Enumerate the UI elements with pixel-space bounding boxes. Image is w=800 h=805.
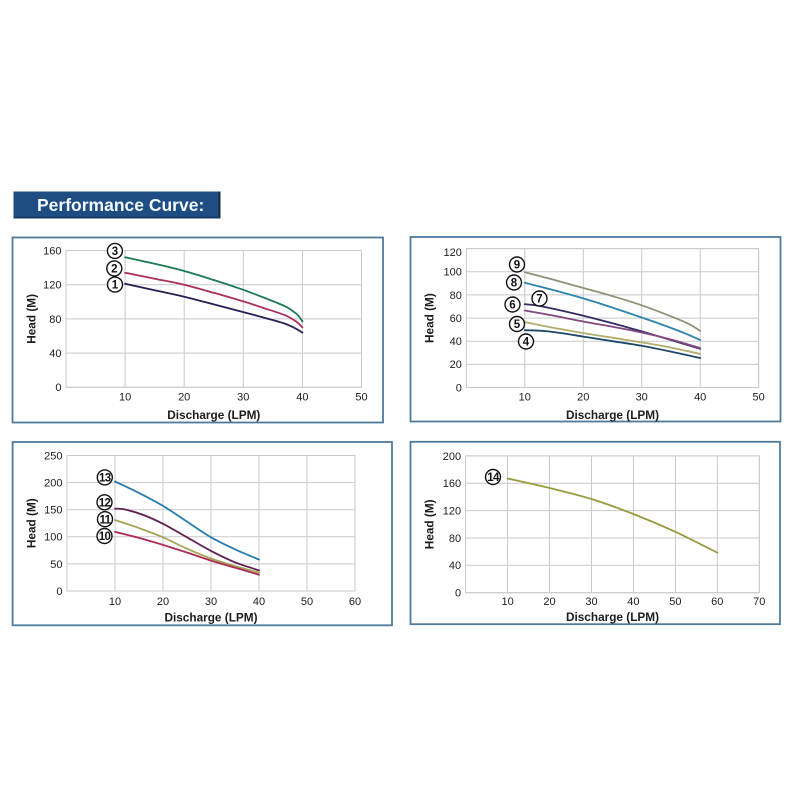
svg-text:80: 80	[49, 314, 61, 326]
svg-text:4: 4	[523, 337, 530, 349]
svg-text:100: 100	[444, 267, 462, 279]
svg-text:20: 20	[157, 596, 169, 608]
svg-text:Discharge (LPM): Discharge (LPM)	[566, 408, 659, 422]
svg-text:200: 200	[443, 451, 461, 463]
svg-text:40: 40	[296, 392, 308, 404]
svg-text:10: 10	[501, 596, 513, 608]
svg-text:30: 30	[205, 596, 217, 608]
svg-text:0: 0	[455, 588, 461, 600]
svg-text:20: 20	[577, 392, 589, 404]
svg-text:50: 50	[752, 392, 764, 404]
svg-text:70: 70	[753, 596, 765, 608]
svg-text:Discharge (LPM): Discharge (LPM)	[167, 408, 260, 422]
svg-text:Head (M): Head (M)	[25, 498, 39, 548]
svg-text:14: 14	[487, 472, 500, 484]
svg-text:250: 250	[44, 450, 62, 462]
svg-text:0: 0	[55, 382, 61, 394]
svg-text:50: 50	[50, 559, 62, 571]
svg-text:50: 50	[355, 392, 367, 404]
svg-text:80: 80	[450, 290, 462, 302]
svg-text:30: 30	[585, 596, 597, 608]
svg-text:200: 200	[44, 478, 62, 490]
svg-text:2: 2	[111, 264, 117, 276]
svg-text:Head (M): Head (M)	[423, 293, 437, 343]
svg-text:30: 30	[237, 392, 249, 404]
svg-text:0: 0	[56, 586, 62, 598]
svg-text:1: 1	[112, 280, 119, 292]
svg-text:40: 40	[253, 596, 265, 608]
svg-text:0: 0	[456, 382, 462, 394]
svg-text:Discharge (LPM): Discharge (LPM)	[566, 610, 659, 624]
svg-text:10: 10	[109, 596, 121, 608]
svg-text:60: 60	[711, 596, 723, 608]
svg-text:40: 40	[627, 596, 639, 608]
svg-text:8: 8	[511, 278, 518, 290]
svg-text:80: 80	[449, 533, 461, 545]
svg-text:Performance Curve:: Performance Curve:	[37, 195, 204, 215]
svg-text:40: 40	[694, 392, 706, 404]
svg-text:100: 100	[44, 532, 62, 544]
svg-text:11: 11	[100, 514, 112, 526]
svg-text:120: 120	[43, 280, 61, 292]
svg-text:160: 160	[443, 478, 461, 490]
svg-text:120: 120	[443, 506, 461, 518]
svg-text:Head (M): Head (M)	[25, 294, 39, 344]
svg-text:10: 10	[519, 392, 531, 404]
svg-text:30: 30	[636, 392, 648, 404]
svg-text:60: 60	[450, 313, 462, 325]
svg-text:9: 9	[514, 260, 520, 272]
svg-text:20: 20	[178, 392, 190, 404]
svg-text:60: 60	[349, 596, 361, 608]
svg-text:10: 10	[99, 531, 111, 543]
svg-text:20: 20	[543, 596, 555, 608]
svg-text:13: 13	[99, 473, 111, 485]
svg-text:7: 7	[536, 294, 542, 306]
svg-text:3: 3	[112, 246, 118, 258]
svg-text:120: 120	[444, 247, 462, 259]
svg-text:40: 40	[49, 348, 61, 360]
svg-text:160: 160	[43, 245, 61, 257]
svg-text:Head (M): Head (M)	[423, 499, 437, 549]
svg-text:10: 10	[119, 392, 131, 404]
svg-text:50: 50	[669, 596, 681, 608]
svg-text:5: 5	[514, 319, 521, 331]
svg-text:12: 12	[99, 497, 111, 509]
svg-text:40: 40	[449, 560, 461, 572]
svg-text:150: 150	[44, 505, 62, 517]
svg-text:6: 6	[509, 300, 515, 312]
svg-text:50: 50	[301, 596, 313, 608]
svg-text:20: 20	[450, 359, 462, 371]
svg-text:Discharge (LPM): Discharge (LPM)	[164, 610, 257, 624]
svg-text:40: 40	[450, 336, 462, 348]
